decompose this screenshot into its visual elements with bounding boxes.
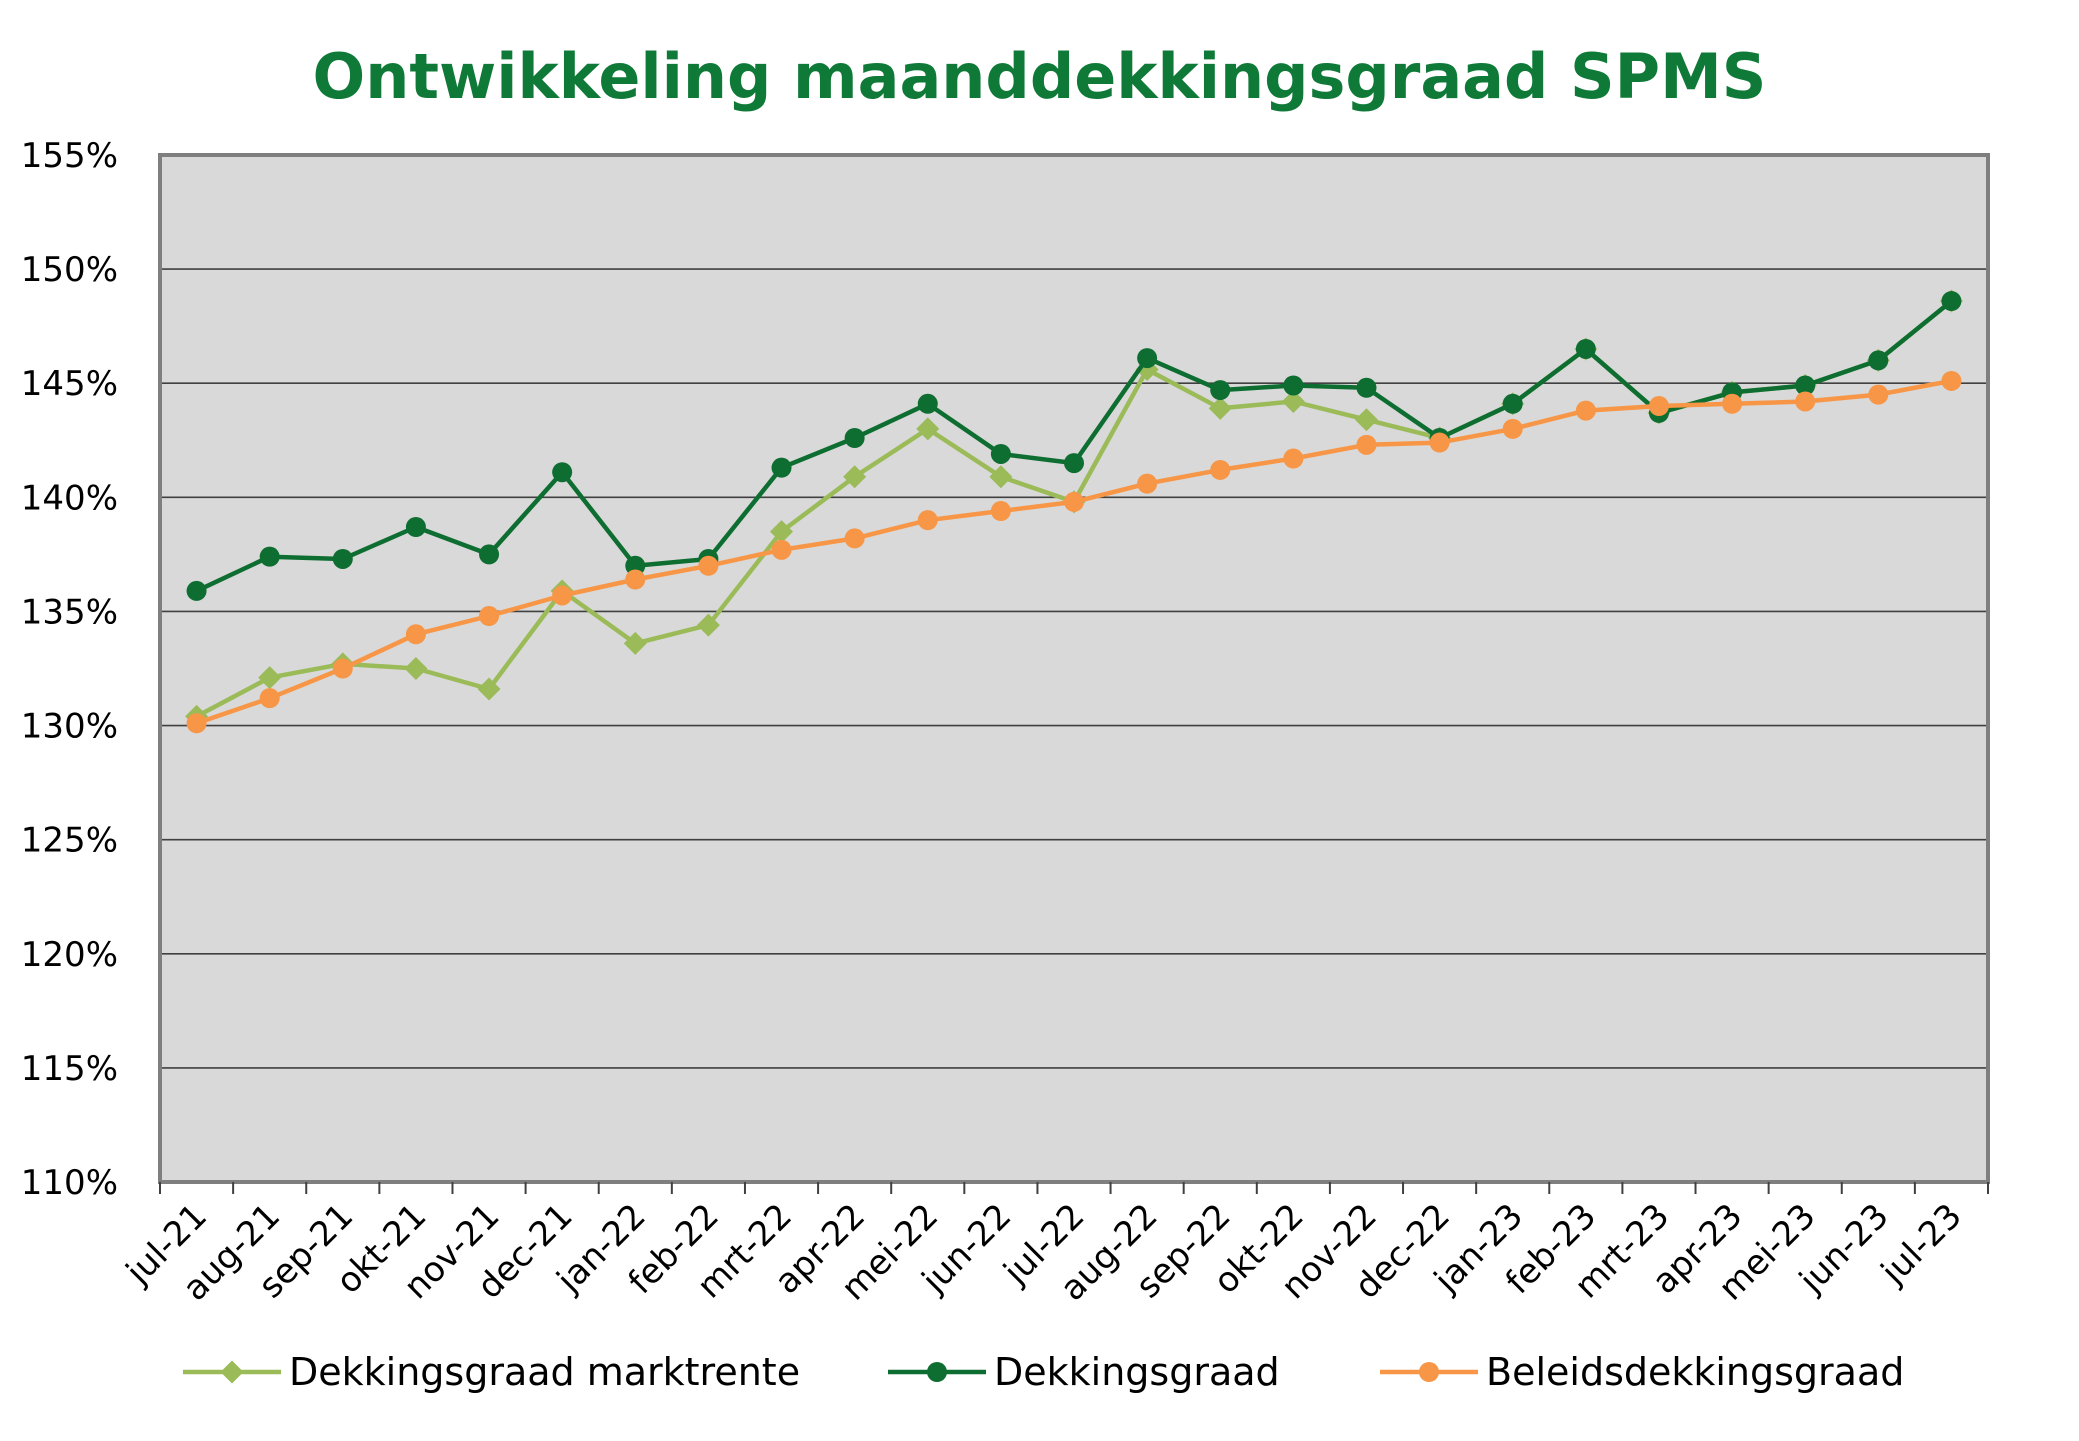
data-point — [1868, 384, 1889, 405]
legend-item: Dekkingsgraad marktrente — [183, 1350, 800, 1394]
data-point — [1283, 448, 1304, 469]
data-point — [927, 1362, 947, 1382]
data-point — [844, 528, 865, 549]
data-point — [990, 501, 1011, 522]
series-lines — [185, 289, 1963, 734]
data-point — [1502, 418, 1523, 439]
data-point — [552, 585, 573, 606]
data-point — [1868, 350, 1889, 371]
data-point — [1575, 338, 1596, 359]
data-point — [259, 688, 280, 709]
data-point — [990, 443, 1011, 464]
data-point — [552, 462, 573, 483]
data-point — [259, 546, 280, 567]
data-point — [477, 677, 501, 701]
data-point — [332, 658, 353, 679]
data-point — [623, 631, 647, 655]
data-point — [1208, 396, 1232, 420]
legend-label: Dekkingsgraad — [994, 1350, 1280, 1394]
data-point — [770, 520, 794, 544]
data-point — [1064, 453, 1084, 474]
plot-area — [160, 155, 1988, 1182]
data-point — [1722, 393, 1743, 414]
data-point — [220, 1360, 244, 1384]
data-point — [405, 517, 426, 538]
legend: Dekkingsgraad marktrente Dekkingsgraad Bel… — [183, 1350, 1904, 1394]
data-point — [771, 539, 792, 560]
data-point — [1354, 408, 1378, 432]
data-point — [186, 713, 207, 734]
data-point — [917, 393, 938, 414]
data-point — [1502, 393, 1523, 414]
data-point — [1137, 348, 1158, 369]
data-point — [1356, 377, 1377, 398]
data-point — [917, 510, 938, 531]
y-tick-label: 125% — [21, 821, 118, 861]
legend-item: Dekkingsgraad — [888, 1350, 1280, 1394]
y-tick-label: 130% — [21, 707, 118, 747]
data-point — [1429, 432, 1450, 453]
data-point — [989, 465, 1013, 489]
data-point — [332, 548, 353, 569]
data-point — [1137, 473, 1158, 494]
series-3 — [186, 370, 1962, 734]
data-point — [1356, 434, 1377, 455]
data-point — [1941, 370, 1962, 391]
chart-title: Ontwikkeling maanddekkingsgraad SPMS — [312, 40, 1767, 113]
data-point — [405, 624, 426, 645]
y-tick-label: 110% — [21, 1163, 118, 1203]
y-tick-label: 145% — [21, 364, 118, 404]
y-tick-label: 155% — [21, 136, 118, 176]
data-point — [771, 457, 792, 478]
legend-label: Beleidsdekkingsgraad — [1486, 1350, 1904, 1394]
data-point — [843, 465, 867, 489]
data-point — [696, 613, 720, 637]
data-point — [1648, 396, 1669, 417]
legend-label: Dekkingsgraad marktrente — [289, 1350, 800, 1394]
data-point — [1283, 375, 1304, 396]
data-point — [698, 555, 719, 576]
data-point — [186, 580, 207, 601]
data-point — [1575, 400, 1596, 421]
legend-item: Beleidsdekkingsgraad — [1380, 1350, 1904, 1394]
data-point — [625, 555, 646, 576]
y-tick-label: 140% — [21, 478, 118, 518]
y-tick-label: 120% — [21, 935, 118, 975]
data-point — [1795, 375, 1816, 396]
data-point — [1419, 1362, 1439, 1382]
y-tick-label: 135% — [21, 592, 118, 632]
data-point — [479, 606, 500, 627]
data-point — [404, 657, 428, 680]
data-point — [844, 427, 865, 448]
data-point — [625, 569, 646, 590]
x-tick-label: jul-23 — [1873, 1196, 1970, 1293]
data-point — [258, 666, 282, 690]
data-point — [1210, 380, 1231, 401]
data-point — [479, 544, 500, 565]
y-tick-label: 115% — [21, 1049, 118, 1089]
data-point — [916, 417, 940, 441]
data-point — [1281, 389, 1305, 413]
data-point — [1941, 291, 1962, 312]
y-tick-label: 150% — [21, 250, 118, 290]
data-point — [1795, 391, 1816, 412]
plot-border — [158, 153, 1990, 1184]
data-point — [1210, 459, 1231, 480]
data-point — [1064, 491, 1084, 512]
